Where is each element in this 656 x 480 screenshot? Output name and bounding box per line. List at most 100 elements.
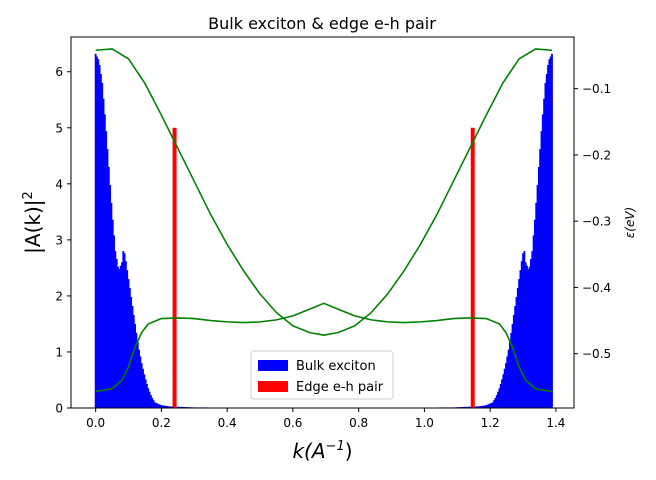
bulk-exciton-bar-left <box>115 258 118 408</box>
bulk-exciton-bar-right <box>519 270 522 408</box>
band-line-lower <box>95 302 553 393</box>
bulk-exciton-bar-right <box>506 356 509 408</box>
bulk-exciton-bar-right <box>551 53 553 409</box>
bulk-exciton-bar-left <box>176 406 179 408</box>
bulk-exciton-bar-right <box>508 341 511 408</box>
bulk-exciton-bar-right <box>524 262 527 408</box>
bulk-exciton-bar-right <box>528 266 531 408</box>
bulk-exciton-bar-left <box>157 404 160 408</box>
bulk-exciton-bar-left <box>167 406 169 408</box>
bulk-exciton-bar-right <box>497 391 499 408</box>
legend: Bulk exciton Edge e-h pair <box>250 350 394 400</box>
bulk-exciton-bar-left <box>165 406 168 408</box>
bulk-exciton-bar-left <box>126 270 129 408</box>
bulk-exciton-bar-right <box>498 388 501 408</box>
bulk-exciton-bar-left <box>159 404 162 408</box>
y-tick-label: 4 <box>55 177 63 191</box>
bulk-exciton-bar-left <box>109 184 112 408</box>
bulk-exciton-bar-right <box>486 404 489 408</box>
bulk-exciton-bar-right <box>539 149 542 408</box>
bulk-exciton-bar-left <box>140 363 143 408</box>
bulk-exciton-bar-left <box>114 251 117 408</box>
bulk-exciton-bar-left <box>100 73 102 409</box>
bulk-exciton-bar-left <box>139 356 142 408</box>
bulk-exciton-bar-right <box>545 73 548 409</box>
bulk-exciton-bar-left <box>134 323 137 408</box>
bulk-exciton-bar-right <box>535 202 538 408</box>
bulk-exciton-bar-left <box>98 65 101 409</box>
x-tick-label: 1.2 <box>481 416 500 430</box>
bulk-exciton-bar-right <box>493 400 496 408</box>
bulk-exciton-bar-right <box>543 98 545 409</box>
bulk-exciton-bar-left <box>122 251 125 408</box>
bulk-exciton-bar-left <box>146 383 148 408</box>
bulk-exciton-bar-left <box>119 265 122 408</box>
bulk-exciton-bar-left <box>106 149 109 408</box>
x-tick-label: 0.6 <box>283 416 302 430</box>
y2-tick-label: −0.4 <box>582 281 611 295</box>
bulk-exciton-bar-right <box>547 65 549 409</box>
y2-tick-label: −0.1 <box>582 82 611 96</box>
x-axis-label: k(A−1) <box>292 439 352 463</box>
bulk-exciton-bar-right <box>474 406 477 408</box>
y2-tick-label: −0.5 <box>582 347 611 361</box>
y-tick-label: 3 <box>55 233 63 247</box>
bulk-exciton-bar-right <box>537 167 540 408</box>
bulk-exciton-bar-right <box>503 368 506 408</box>
bulk-exciton-bar-right <box>533 219 536 408</box>
bulk-exciton-bar-right <box>489 403 492 408</box>
bulk-exciton-bar-right <box>469 406 472 408</box>
bulk-exciton-bar-left <box>153 402 156 408</box>
bulk-exciton-bar-right <box>530 258 532 408</box>
bulk-exciton-bar-right <box>507 349 510 408</box>
bulk-exciton-bar-right <box>511 323 514 408</box>
bulk-exciton-bar-left <box>177 406 180 408</box>
bulk-exciton-bar-left <box>169 406 172 408</box>
bulk-exciton-bar-right <box>494 397 497 408</box>
x-tick-label: 0.0 <box>86 416 105 430</box>
bulk-exciton-bar-right <box>468 406 471 408</box>
bulk-exciton-bar-left <box>102 98 105 409</box>
bulk-exciton-bar-right <box>495 395 498 408</box>
bulk-exciton-bar-left <box>180 406 183 408</box>
bulk-exciton-bar-right <box>510 332 513 408</box>
bulk-exciton-bar-right <box>536 184 539 408</box>
bulk-exciton-bar-right <box>482 405 485 408</box>
bulk-exciton-bar-right <box>491 402 494 408</box>
bulk-exciton-bar-right <box>549 56 552 408</box>
bulk-exciton-bar-left <box>130 297 133 408</box>
bulk-exciton-bar-right <box>512 314 515 408</box>
bulk-exciton-bar-right <box>481 405 484 408</box>
bulk-exciton-bar-left <box>110 202 113 408</box>
bulk-exciton-bar-left <box>142 368 144 408</box>
y2-tick-label: −0.3 <box>582 215 611 229</box>
bulk-exciton-bar-right <box>490 402 493 408</box>
bulk-exciton-bar-right <box>484 405 486 408</box>
bulk-exciton-bar-left <box>97 59 100 408</box>
bulk-exciton-bar-right <box>516 288 519 408</box>
bulk-exciton-bar-right <box>466 406 469 408</box>
bulk-exciton-bar-left <box>136 341 139 408</box>
bulk-exciton-bar-left <box>135 332 138 408</box>
chart-title: Bulk exciton & edge e-h pair <box>208 14 436 33</box>
band-line-upper <box>95 48 553 336</box>
bulk-exciton-bar-left <box>127 279 130 408</box>
bulk-exciton-bar-right <box>522 253 524 408</box>
bulk-exciton-bar-right <box>526 265 528 408</box>
bulk-exciton-bar-right <box>476 406 478 408</box>
bulk-exciton-bar-right <box>531 251 534 408</box>
bulk-exciton-bar-right <box>548 59 551 408</box>
bulk-exciton-bar-left <box>148 391 151 408</box>
bulk-exciton-bar-left <box>178 406 181 408</box>
bulk-exciton-bar-left <box>147 388 150 408</box>
x-tick-label: 1.4 <box>546 416 565 430</box>
x-tick-label: 0.4 <box>218 416 237 430</box>
axes: 0.0 0.2 0.4 0.6 0.8 1.0 1.2 1.4 0 1 2 3 4 5 6 −0.1 −0.2 −… <box>21 36 637 463</box>
edge-eh-pair-spike <box>470 127 475 408</box>
bulk-exciton-bar-right <box>501 379 503 408</box>
x-tick-label: 0.2 <box>152 416 171 430</box>
bulk-exciton-bar-right <box>465 406 468 408</box>
bulk-exciton-bar-left <box>181 406 184 408</box>
bulk-exciton-bar-left <box>123 253 126 408</box>
